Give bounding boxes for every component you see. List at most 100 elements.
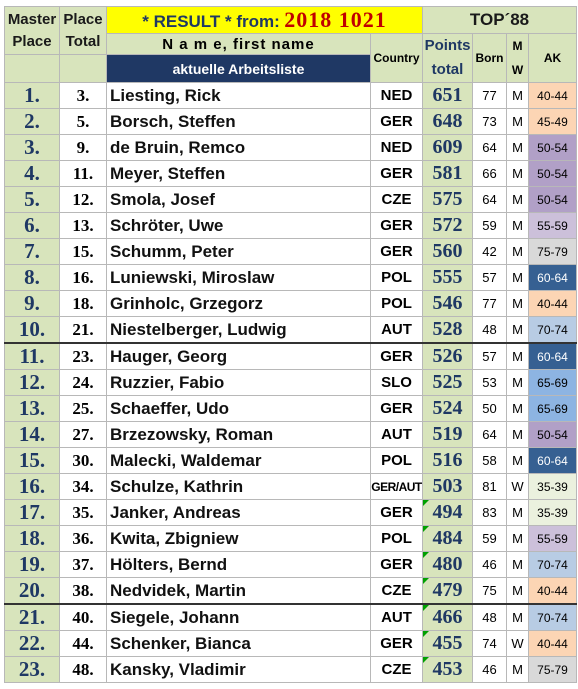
points-cell: 519 [422, 421, 473, 448]
table-row: 18. 36. Kwita, Zbigniew POL 484 59 M 55-59 [4, 525, 578, 552]
gender-header-cell: M W [506, 33, 529, 83]
born-cell: 50 [472, 395, 507, 422]
gender-cell: M [506, 499, 529, 526]
country-cell: GER [370, 108, 423, 135]
points-cell: 516 [422, 447, 473, 474]
age-class-cell: 40-44 [527, 577, 578, 605]
points-cell: 581 [422, 160, 473, 187]
table-row: 1. 3. Liesting, Rick NED 651 77 M 40-44 [4, 82, 578, 109]
table-row: 14. 27. Brzezowsky, Roman AUT 519 64 M 50-54 [4, 421, 578, 448]
athlete-name-cell: Schulze, Kathrin [106, 473, 371, 500]
age-class-cell: 50-54 [527, 186, 578, 213]
table-row: 17. 35. Janker, Andreas GER 494 83 M 35-39 [4, 499, 578, 526]
points-cell: 609 [422, 134, 473, 161]
gender-cell: W [506, 473, 529, 500]
table-row: 9. 18. Grinholc, Grzegorz POL 546 77 M 40-44 [4, 290, 578, 317]
points-cell: 575 [422, 186, 473, 213]
points-cell: 526 [422, 342, 473, 370]
athlete-name-cell: Malecki, Waldemar [106, 447, 371, 474]
total-place-cell: 36. [59, 525, 107, 552]
country-cell: POL [370, 264, 423, 291]
points-cell: 546 [422, 290, 473, 317]
gender-cell: M [506, 108, 529, 135]
born-cell: 74 [472, 630, 507, 657]
master-place-cell: 8. [4, 264, 60, 291]
gender-cell: M [506, 525, 529, 552]
country-cell: AUT [370, 421, 423, 448]
athlete-name-cell: Kansky, Vladimir [106, 656, 371, 683]
gender-cell: M [506, 82, 529, 109]
athlete-name-cell: Liesting, Rick [106, 82, 371, 109]
master-place-cell: 21. [4, 603, 60, 631]
master-header-line2: Place [12, 32, 52, 50]
ak-header: AK [527, 33, 578, 83]
result-banner-date: 2018 1021 [284, 7, 387, 33]
total-place-cell: 9. [59, 134, 107, 161]
total-place-cell: 12. [59, 186, 107, 213]
athlete-name-cell: Smola, Josef [106, 186, 371, 213]
comment-marker-icon [423, 578, 429, 584]
age-class-cell: 60-64 [527, 342, 578, 370]
gender-header-line2: W [511, 63, 524, 77]
country-cell: GER [370, 551, 423, 578]
born-cell: 73 [472, 108, 507, 135]
total-place-cell: 35. [59, 499, 107, 526]
total-place-cell: 48. [59, 656, 107, 683]
results-table: Master Place Place Total * RESULT * from… [4, 5, 578, 683]
table-row: 11. 23. Hauger, Georg GER 526 57 M 60-64 [4, 342, 578, 370]
total-place-cell: 23. [59, 342, 107, 370]
total-place-cell: 3. [59, 82, 107, 109]
table-row: 16. 34. Schulze, Kathrin GER/AUT 503 81 W 35-39 [4, 473, 578, 500]
country-cell: GER [370, 499, 423, 526]
age-class-cell: 55-59 [527, 525, 578, 552]
gender-cell: M [506, 551, 529, 578]
comment-marker-icon [423, 657, 429, 663]
athlete-name-cell: Ruzzier, Fabio [106, 369, 371, 396]
age-class-cell: 40-44 [527, 82, 578, 109]
born-cell: 81 [472, 473, 507, 500]
age-class-cell: 75-79 [527, 238, 578, 265]
born-cell: 77 [472, 82, 507, 109]
born-cell: 77 [472, 290, 507, 317]
points-cell: 560 [422, 238, 473, 265]
age-class-cell: 65-69 [527, 369, 578, 396]
born-cell: 59 [472, 525, 507, 552]
gender-cell: M [506, 238, 529, 265]
age-class-cell: 50-54 [527, 134, 578, 161]
top88-label: TOP´88 [421, 6, 578, 34]
age-class-cell: 50-54 [527, 421, 578, 448]
master-place-cell: 23. [4, 656, 60, 683]
country-cell: CZE [370, 577, 423, 605]
master-place-cell: 5. [4, 186, 60, 213]
gender-cell: M [506, 395, 529, 422]
table-row: 10. 21. Niestelberger, Ludwig AUT 528 48 M 70-7… [4, 316, 578, 344]
country-cell: GER [370, 630, 423, 657]
born-cell: 46 [472, 551, 507, 578]
total-place-cell: 16. [59, 264, 107, 291]
table-row: 3. 9. de Bruin, Remco NED 609 64 M 50-54 [4, 134, 578, 161]
age-class-cell: 35-39 [527, 499, 578, 526]
worklist-label: aktuelle Arbeitsliste [106, 54, 371, 83]
age-class-cell: 55-59 [527, 212, 578, 239]
gender-cell: M [506, 656, 529, 683]
table-row: 2. 5. Borsch, Steffen GER 648 73 M 45-49 [4, 108, 578, 135]
athlete-name-cell: Hölters, Bernd [106, 551, 371, 578]
born-cell: 64 [472, 186, 507, 213]
master-place-cell: 2. [4, 108, 60, 135]
total-place-cell: 13. [59, 212, 107, 239]
points-cell: 524 [422, 395, 473, 422]
name-header: N a m e, first name [106, 32, 371, 56]
points-header-line1: Points [424, 37, 471, 54]
country-cell: GER/AUT [370, 473, 423, 500]
table-row: 20. 38. Nedvidek, Martin CZE 479 75 M 40-44 [4, 577, 578, 605]
gender-cell: M [506, 264, 529, 291]
table-row: 7. 15. Schumm, Peter GER 560 42 M 75-79 [4, 238, 578, 265]
gender-cell: W [506, 630, 529, 657]
age-class-cell: 40-44 [527, 630, 578, 657]
gender-cell: M [506, 577, 529, 605]
age-class-cell: 75-79 [527, 656, 578, 683]
gender-cell: M [506, 212, 529, 239]
points-cell: 479 [422, 577, 473, 605]
age-class-cell: 45-49 [527, 108, 578, 135]
